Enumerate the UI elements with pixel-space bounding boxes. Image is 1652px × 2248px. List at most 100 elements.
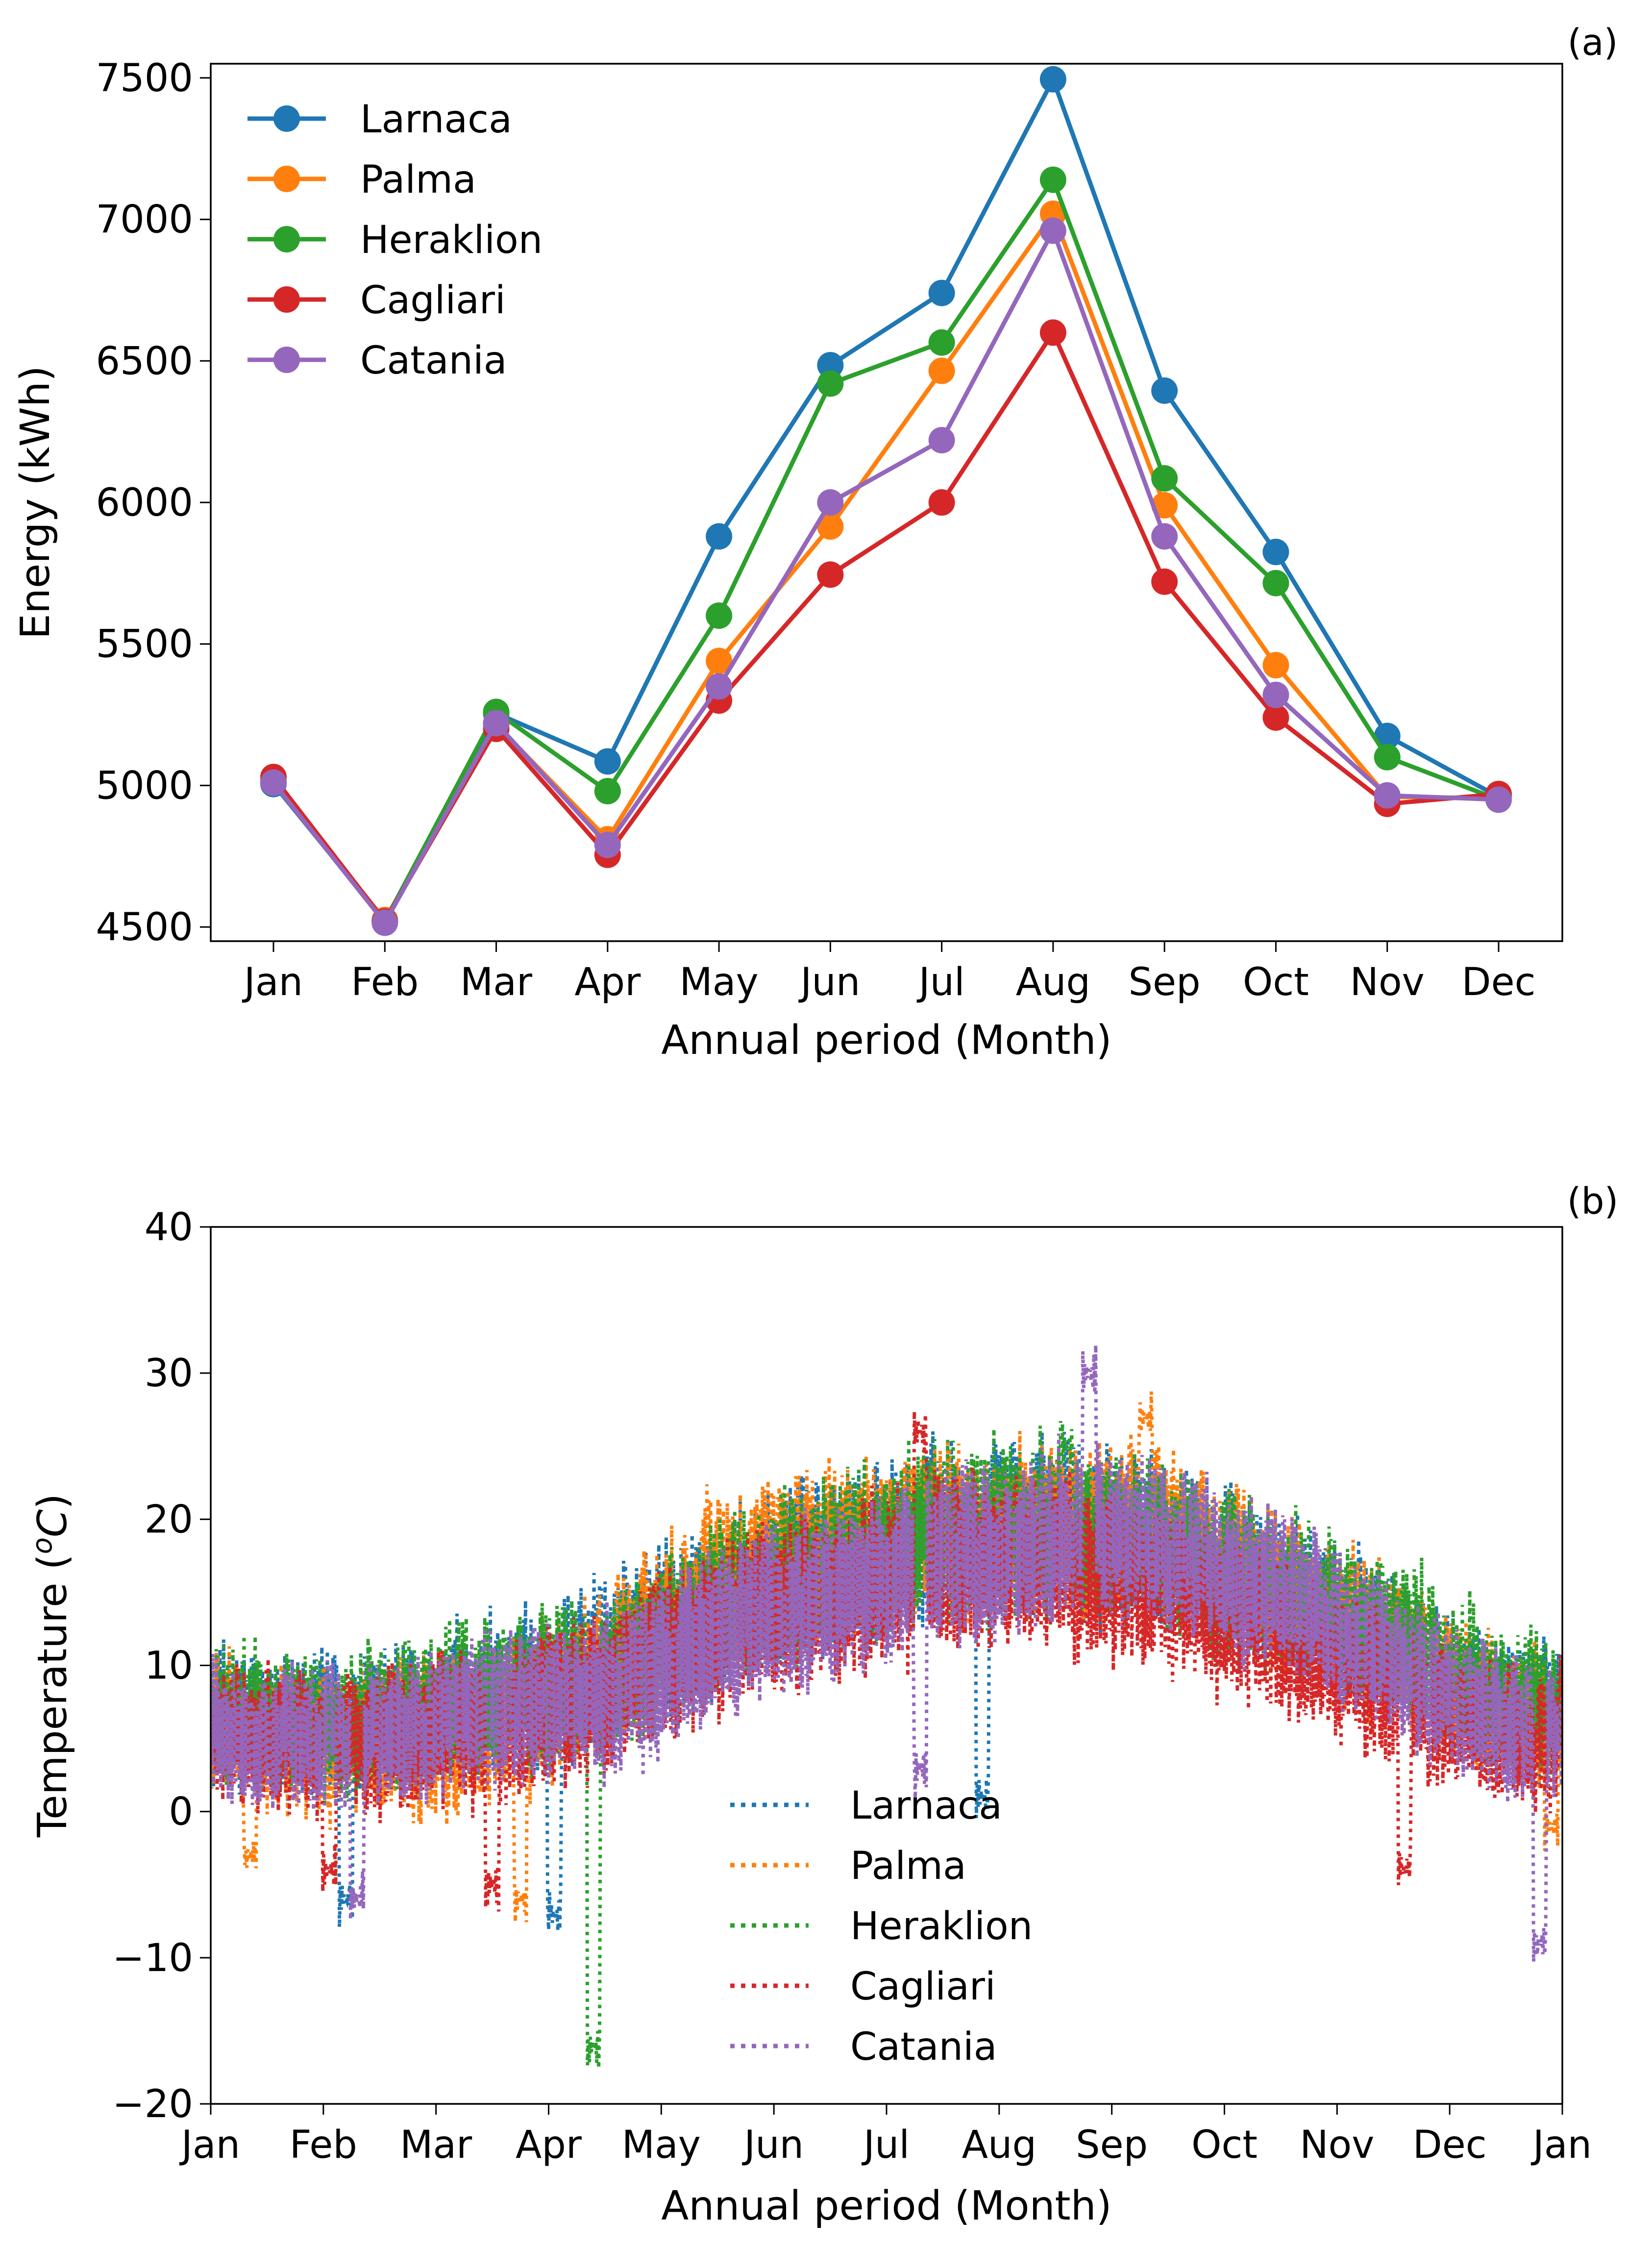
y-axis-label: Energy (kWh) (12, 366, 59, 639)
legend-swatch-marker (273, 286, 300, 313)
x-tick-label: Oct (1191, 2123, 1257, 2167)
series-line-heraklion (271, 177, 1500, 924)
data-point-palma (706, 648, 733, 674)
legend-swatch-marker (273, 105, 300, 132)
energy-panel: (a) 4500 5000 5500 6000 6500 7000 7500 Jan Feb Mar… (12, 22, 1618, 1064)
data-point-catania (706, 673, 733, 700)
data-point-larnaca (1151, 377, 1178, 404)
data-point-catania (817, 489, 844, 516)
legend-swatch-marker (273, 226, 300, 252)
data-point-larnaca (928, 279, 955, 306)
legend-label: Palma (850, 1844, 966, 1888)
series-line-cagliari (271, 330, 1499, 924)
data-point-larnaca (1039, 66, 1066, 93)
y-tick-label: 7000 (96, 198, 193, 242)
x-tick-label: Jan (179, 2123, 240, 2167)
x-tick-label: Dec (1462, 960, 1536, 1004)
x-tick-label: Jun (741, 2123, 804, 2167)
x-tick-label: Mar (400, 2123, 472, 2167)
x-tick-label: Sep (1076, 2123, 1148, 2167)
data-point-larnaca (817, 351, 844, 378)
data-point-catania (1262, 681, 1289, 708)
data-point-heraklion (706, 602, 733, 629)
data-point-heraklion (1374, 744, 1401, 771)
data-point-larnaca (1262, 539, 1289, 566)
x-tick-label: Feb (351, 960, 419, 1004)
plot-frame (210, 1226, 1563, 2105)
x-tick-label: Aug (962, 2123, 1036, 2167)
data-point-palma (1262, 652, 1289, 679)
legend-label: Heraklion (850, 1904, 1033, 1948)
x-tick-label: Apr (574, 960, 641, 1004)
data-point-catania (260, 769, 287, 796)
y-tick-label: 4500 (96, 905, 193, 949)
y-tick-label: 6000 (96, 481, 193, 525)
x-tick-label: May (622, 2123, 701, 2167)
legend-label: Cagliari (360, 278, 506, 323)
x-tick-label: Feb (290, 2123, 357, 2167)
x-tick-label: Nov (1300, 2123, 1374, 2167)
x-tick-label: Jan (1530, 2123, 1592, 2167)
data-point-catania (1151, 523, 1178, 550)
x-tick-label: Oct (1243, 960, 1309, 1004)
series-line-catania (211, 1345, 1562, 1962)
y-tick-label: 0 (169, 1790, 193, 1834)
x-tick-label: Jan (242, 960, 303, 1004)
legend-label: Cagliari (850, 1965, 996, 2009)
x-tick-label: Sep (1129, 960, 1201, 1004)
legend-label: Larnaca (850, 1784, 1002, 1828)
y-tick-label: 40 (145, 1205, 193, 1249)
legend-label: Catania (360, 339, 507, 383)
x-tick-label: Aug (1016, 960, 1090, 1004)
x-tick-label: Jul (916, 960, 965, 1004)
plot-frame (210, 63, 1563, 942)
data-point-cagliari (1151, 568, 1178, 595)
y-axis-label: Temperature (oC) (26, 1494, 76, 1838)
y-tick-label: 10 (145, 1644, 193, 1688)
y-tick-label: 5000 (96, 764, 193, 808)
panel-label: (a) (1567, 22, 1618, 64)
data-point-palma (928, 357, 955, 384)
y-tick-label: 30 (145, 1351, 193, 1396)
data-point-cagliari (1262, 704, 1289, 731)
data-point-larnaca (706, 523, 733, 550)
x-tick-label: May (679, 960, 758, 1004)
data-point-catania (1039, 217, 1066, 244)
panel-label: (b) (1567, 1180, 1619, 1223)
data-point-heraklion (1262, 570, 1289, 597)
legend-label: Larnaca (360, 98, 512, 142)
data-point-heraklion (594, 777, 621, 804)
data-point-catania (483, 710, 510, 737)
data-point-catania (371, 909, 398, 936)
x-axis-label: Annual period (Month) (661, 1017, 1111, 1064)
y-tick-label: 5500 (96, 623, 193, 667)
series-line-catania (271, 228, 1499, 925)
legend-label: Heraklion (360, 218, 542, 262)
x-tick-label: Jul (861, 2123, 910, 2167)
x-tick-label: Jun (798, 960, 860, 1004)
data-point-catania (1485, 786, 1512, 813)
data-point-catania (928, 426, 955, 453)
x-tick-label: Mar (460, 960, 533, 1004)
y-tick-label: −20 (112, 2082, 193, 2126)
data-point-cagliari (817, 561, 844, 588)
data-point-larnaca (594, 748, 621, 775)
data-point-larnaca (1374, 723, 1401, 749)
data-point-palma (817, 513, 844, 540)
x-tick-label: Apr (516, 2123, 582, 2167)
y-tick-label: 6500 (96, 339, 193, 383)
data-point-heraklion (1151, 465, 1178, 492)
plot-area (211, 1345, 1562, 2069)
y-tick-label: −10 (112, 1936, 193, 1980)
legend-swatch-marker (273, 166, 300, 192)
data-point-cagliari (1039, 319, 1066, 346)
data-point-cagliari (928, 489, 955, 516)
legend-label: Catania (850, 2025, 997, 2069)
data-point-catania (594, 831, 621, 858)
x-tick-label: Nov (1350, 960, 1425, 1004)
data-point-catania (1374, 782, 1401, 809)
x-tick-label: Dec (1413, 2123, 1487, 2167)
data-point-heraklion (928, 329, 955, 356)
data-point-heraklion (817, 370, 844, 397)
